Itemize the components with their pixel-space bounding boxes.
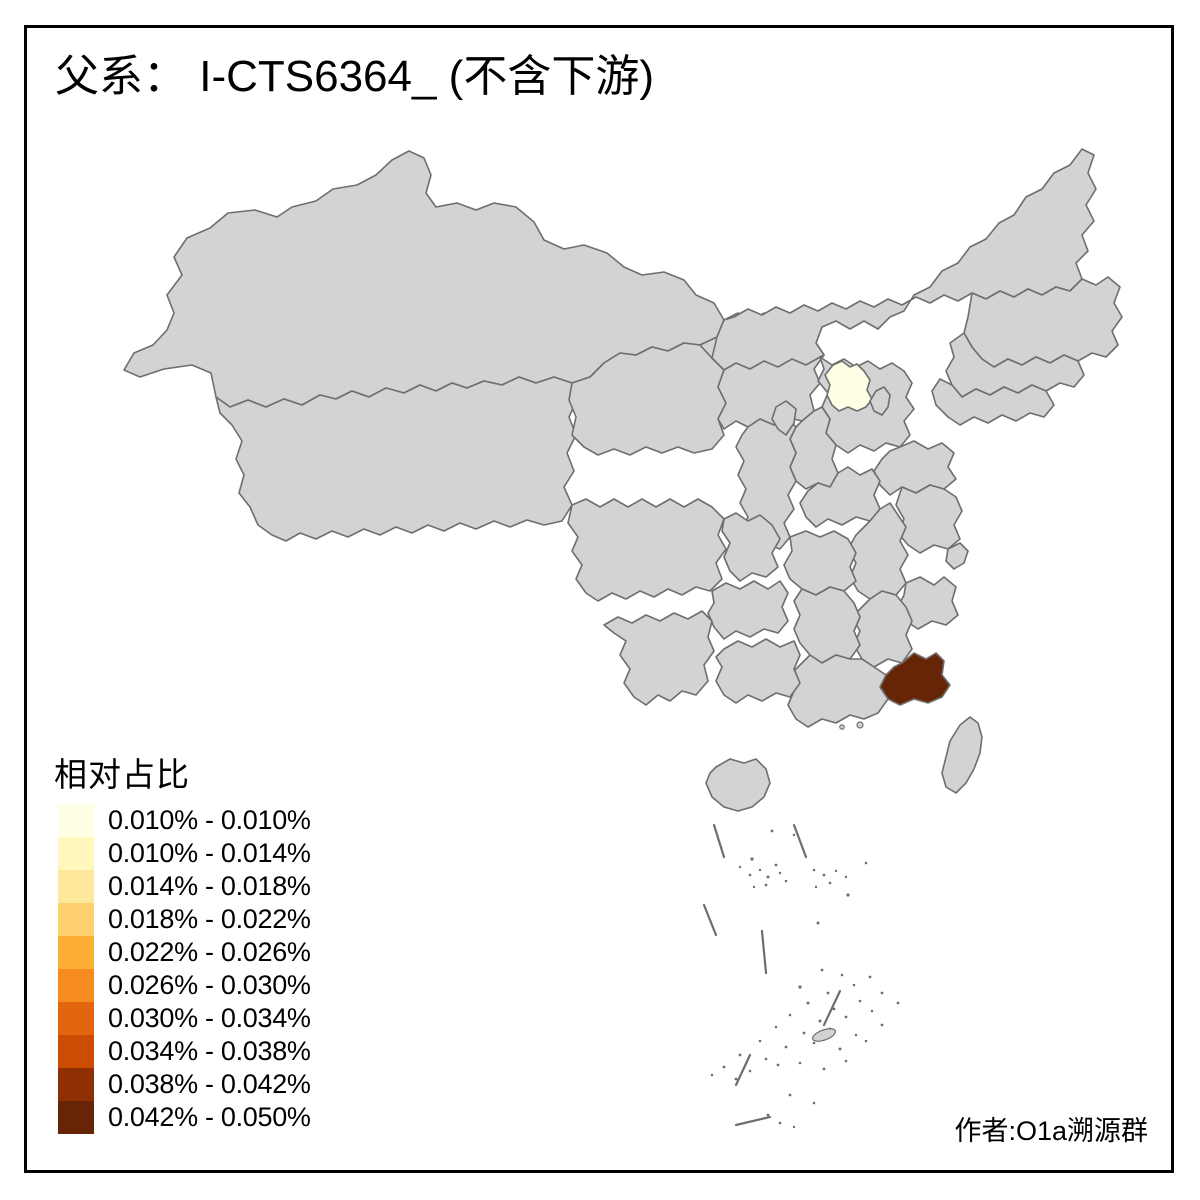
legend-item[interactable]: 0.022% - 0.026% [50,936,380,969]
legend-swatch [58,1101,94,1134]
legend-swatch [58,870,94,903]
legend-item[interactable]: 0.030% - 0.034% [50,1002,380,1035]
legend-item[interactable]: 0.010% - 0.010% [50,804,380,837]
region-liaoning[interactable] [931,378,1055,426]
legend-label: 0.042% - 0.050% [108,1102,311,1132]
region-sichuan[interactable] [567,498,727,602]
region-hong-kong[interactable] [856,721,864,729]
region-jiangsu[interactable] [895,484,963,554]
legend-swatch [58,969,94,1002]
map-svg [123,148,1123,1129]
region-yunnan[interactable] [603,610,715,706]
region-hainan[interactable] [705,758,771,812]
region-ningxia[interactable] [771,400,797,436]
legend-label: 0.034% - 0.038% [108,1036,311,1066]
region-qinghai[interactable] [568,342,727,456]
author-credit: 作者:O1a溯源群 [954,1116,1148,1146]
page-title: 父系： I-CTS6364_ (不含下游) [55,52,654,101]
legend-item[interactable]: 0.034% - 0.038% [50,1035,380,1068]
region-beijing[interactable] [824,360,873,412]
map-regions-group [123,148,1123,812]
legend-label: 0.018% - 0.022% [108,904,311,934]
legend-item[interactable]: 0.026% - 0.030% [50,969,380,1002]
legend-swatch [58,837,94,870]
nine-dash-line [702,823,842,1127]
region-anhui[interactable] [847,502,909,600]
region-guizhou[interactable] [707,580,789,640]
legend: 相对占比 0.010% - 0.010% 0.010% - 0.014% 0.0… [50,748,380,1134]
region-shanghai[interactable] [945,542,969,570]
region-hubei[interactable] [783,530,857,596]
legend-label: 0.014% - 0.018% [108,871,311,901]
sar-markers-group [839,721,864,730]
legend-label: 0.026% - 0.030% [108,970,311,1000]
china-choropleth-map [24,25,1174,1173]
region-shandong[interactable] [873,440,957,496]
region-jiangxi[interactable] [851,590,913,668]
legend-title: 相对占比 [54,756,190,793]
legend-item[interactable]: 0.014% - 0.018% [50,870,380,903]
south-china-sea-islets [710,829,900,1129]
legend-label: 0.010% - 0.010% [108,805,311,835]
legend-label: 0.022% - 0.026% [108,937,311,967]
legend-item[interactable]: 0.010% - 0.014% [50,837,380,870]
region-guangxi[interactable] [715,638,801,704]
legend-item[interactable]: 0.038% - 0.042% [50,1068,380,1101]
region-fujian[interactable] [879,652,951,706]
legend-swatch [58,936,94,969]
region-chongqing[interactable] [721,512,781,582]
legend-label: 0.038% - 0.042% [108,1069,311,1099]
legend-entries: 0.010% - 0.010% 0.010% - 0.014% 0.014% -… [50,804,380,1134]
legend-swatch [58,1068,94,1101]
south-china-sea-islet-shapes [811,1028,837,1042]
region-taiwan[interactable] [941,716,983,794]
legend-swatch [58,1002,94,1035]
legend-swatch [58,804,94,837]
legend-label: 0.010% - 0.014% [108,838,311,868]
region-guangdong[interactable] [787,654,889,728]
legend-swatch [58,1035,94,1068]
legend-item[interactable]: 0.018% - 0.022% [50,903,380,936]
legend-swatch [58,903,94,936]
region-inner-mongolia[interactable] [711,148,1097,371]
legend-item[interactable]: 0.042% - 0.050% [50,1101,380,1134]
legend-label: 0.030% - 0.034% [108,1003,311,1033]
region-macau[interactable] [839,724,845,730]
region-hunan[interactable] [793,586,861,664]
region-tianjin[interactable] [869,386,891,416]
